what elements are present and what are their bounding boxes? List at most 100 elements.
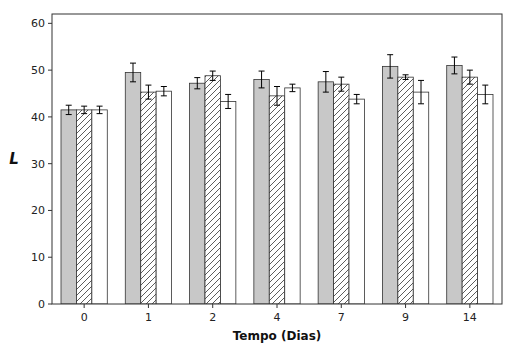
error-bar [259,71,265,88]
error-bar [225,94,231,108]
error-cap [81,113,87,114]
error-line [390,55,391,78]
y-tick-label: 50 [31,64,45,77]
error-line [421,80,422,103]
error-line [292,84,293,91]
error-bar [289,84,295,91]
bar [156,91,171,304]
bar [318,82,333,304]
error-line [212,71,213,80]
chart-svg: 010203040506001247914Tempo (Dias)L [0,0,516,350]
error-cap [161,86,167,87]
bar [92,110,107,304]
x-tick-label: 2 [209,311,216,324]
bar [254,79,269,304]
error-cap [387,54,393,55]
bar [269,96,284,304]
error-cap [66,114,72,115]
error-bar [66,105,72,114]
error-bar [482,85,488,104]
error-bar [210,71,216,80]
x-tick [469,304,470,308]
x-tick-label: 1 [145,311,152,324]
error-line [341,77,342,91]
error-cap [403,79,409,80]
x-tick-label: 7 [338,311,345,324]
error-cap [225,94,231,95]
x-tick-label: 9 [402,311,409,324]
error-line [454,57,455,74]
plot-frame [52,14,502,304]
chart-container: 010203040506001247914Tempo (Dias)L [0,0,516,350]
error-cap [194,88,200,89]
error-cap [338,91,344,92]
error-cap [274,86,280,87]
error-cap [354,94,360,95]
y-tick-label: 30 [31,158,45,171]
error-cap [161,95,167,96]
error-line [356,94,357,103]
y-tick-label: 60 [31,17,45,30]
x-axis-label: Tempo (Dias) [233,329,322,343]
bar [190,83,205,304]
error-line [405,75,406,80]
y-axis-label: L [9,150,19,168]
bar [382,66,397,304]
x-tick [212,304,213,308]
error-line [84,106,85,113]
error-cap [97,113,103,114]
error-bar [403,75,409,80]
error-line [133,63,134,82]
bar [125,72,140,304]
error-line [197,78,198,89]
bar [413,92,428,304]
bar [61,110,76,304]
y-tick [48,70,52,71]
error-bar [194,78,200,89]
error-line [469,70,470,84]
error-cap [289,91,295,92]
error-cap [66,105,72,106]
error-cap [97,106,103,107]
x-tick-label: 0 [81,311,88,324]
y-tick [48,23,52,24]
error-cap [418,103,424,104]
x-tick [277,304,278,308]
error-bar [81,106,87,113]
error-cap [130,63,136,64]
bars [61,55,493,304]
error-bar [161,87,167,96]
bar [462,77,477,304]
error-cap [259,87,265,88]
error-bar [145,85,151,99]
error-cap [259,71,265,72]
error-cap [289,84,295,85]
x-tick [405,304,406,308]
error-bar [338,77,344,91]
error-cap [338,77,344,78]
x-tick-label: 4 [274,311,281,324]
error-cap [225,108,231,109]
x-tick [148,304,149,308]
bar [285,88,300,304]
error-line [148,85,149,99]
y-tick-label: 0 [38,298,45,311]
error-cap [210,80,216,81]
error-cap [194,77,200,78]
y-tick [48,210,52,211]
y-tick [48,163,52,164]
error-cap [145,85,151,86]
error-cap [451,57,457,58]
error-bar [274,87,280,106]
error-line [163,87,164,96]
y-tick-label: 20 [31,204,45,217]
error-bar [467,70,473,84]
x-tick-label: 14 [463,311,477,324]
bar [334,84,349,304]
error-cap [323,92,329,93]
error-cap [81,106,87,107]
error-line [68,105,69,114]
x-tick [341,304,342,308]
error-cap [467,70,473,71]
y-tick [48,116,52,117]
